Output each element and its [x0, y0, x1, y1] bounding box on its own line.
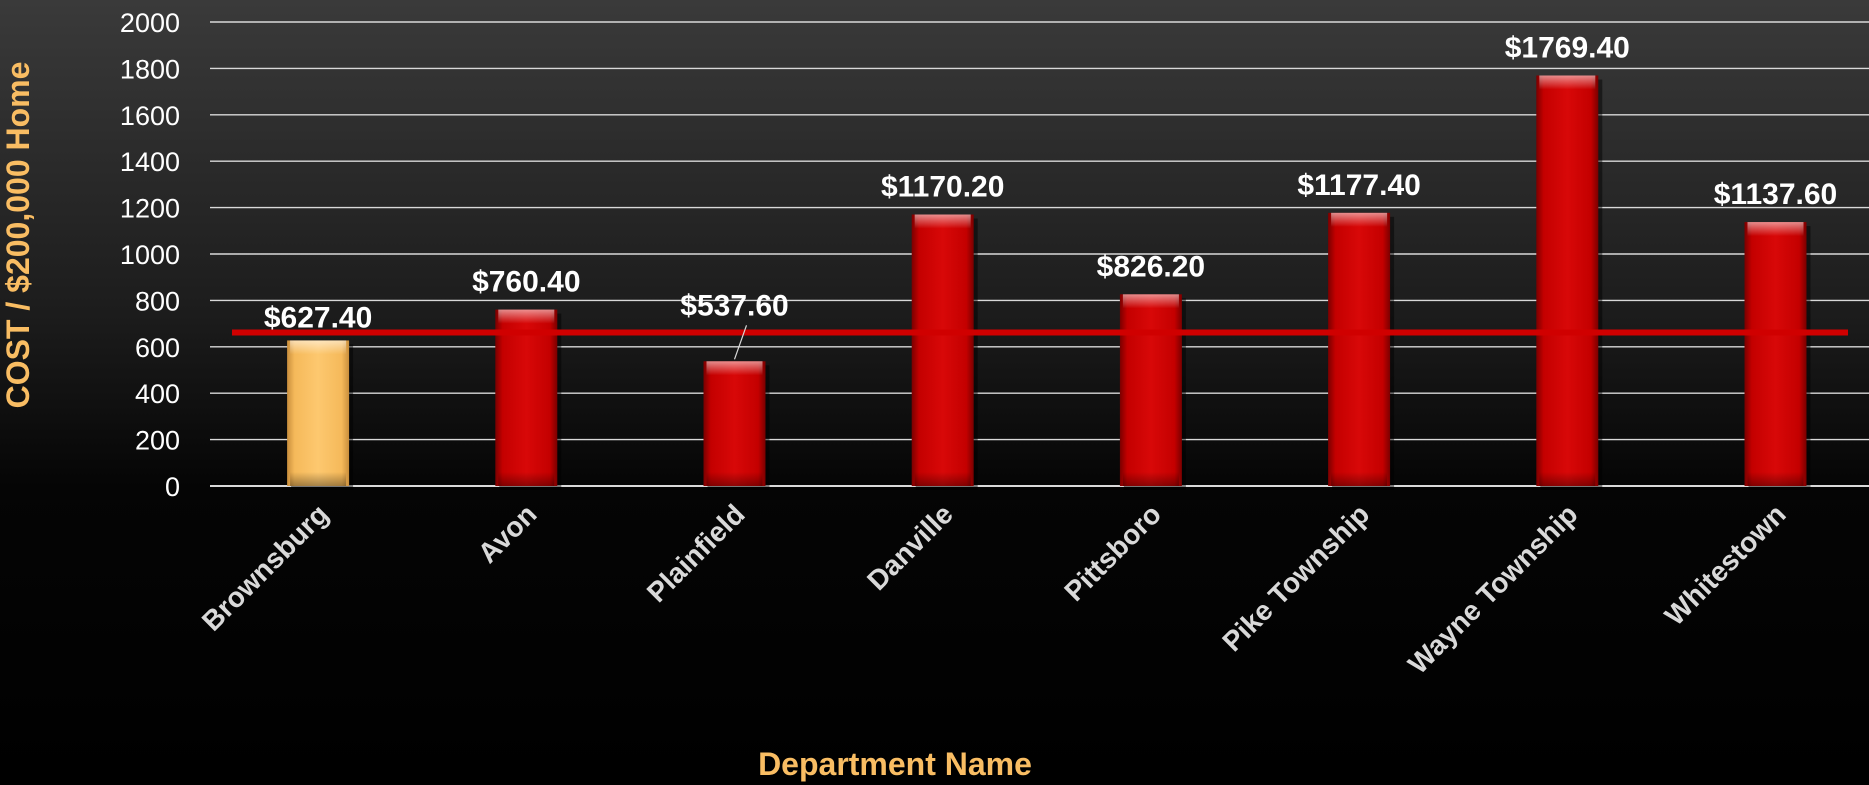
y-tick-label: 1000 [120, 240, 180, 270]
bar-danville [911, 214, 978, 490]
bar-whitestown [1744, 222, 1811, 491]
bar [1744, 222, 1807, 487]
x-tick-label: Brownsburg [196, 498, 335, 637]
data-label: $826.20 [1097, 250, 1205, 283]
bar [703, 361, 766, 486]
data-labels: $627.40 $760.40 $537.60 $1170.20 $826.20 $117… [264, 31, 1837, 360]
bar-bevel-top [914, 214, 971, 229]
bar-wayne-township [1536, 75, 1603, 490]
bar-pike-township [1328, 212, 1395, 490]
bar-bevel-top [290, 340, 347, 355]
x-axis-title: Department Name [758, 746, 1032, 782]
bar-avon [495, 309, 562, 490]
data-label: $627.40 [264, 301, 372, 334]
bar-bevel-bottom [914, 472, 971, 486]
y-tick-label: 200 [135, 426, 180, 456]
y-axis-ticks: 0 200 400 600 800 1000 1200 1400 1600 1800 2000 [120, 8, 180, 502]
bar-pittsboro [1119, 294, 1186, 490]
x-tick-label: Pike Township [1216, 498, 1375, 657]
y-tick-label: 0 [165, 472, 180, 502]
bar-bevel-top [706, 361, 763, 376]
x-tick-label: Danville [861, 498, 959, 596]
bar-bevel-bottom [1122, 472, 1179, 486]
x-tick-label: Whitestown [1659, 498, 1792, 631]
bar-bevel-bottom [1747, 472, 1804, 486]
y-tick-label: 1800 [120, 54, 180, 84]
label-leader-line [733, 325, 748, 360]
bar-bevel-bottom [498, 472, 555, 486]
y-tick-label: 2000 [120, 8, 180, 38]
y-axis-title: COST / $200,000 Home [0, 62, 36, 409]
y-tick-label: 400 [135, 379, 180, 409]
y-tick-label: 600 [135, 333, 180, 363]
y-tick-label: 1600 [120, 101, 180, 131]
bar [287, 340, 350, 486]
bar-bevel-bottom [1539, 472, 1596, 486]
bar [1119, 294, 1182, 486]
data-label: $760.40 [472, 266, 580, 299]
data-label: $1769.40 [1505, 31, 1630, 64]
bar [1328, 212, 1391, 486]
x-tick-label: Pittsboro [1058, 498, 1167, 607]
y-tick-label: 800 [135, 286, 180, 316]
data-label: $537.60 [680, 289, 788, 322]
x-tick-label: Avon [472, 498, 543, 569]
bar-bevel-bottom [706, 472, 763, 486]
bar-bevel-top [1539, 75, 1596, 90]
bar-brownsburg [287, 340, 354, 490]
bar-bevel-bottom [1331, 472, 1388, 486]
bar-bevel-top [498, 309, 555, 324]
bar [1536, 75, 1599, 486]
y-tick-label: 1200 [120, 194, 180, 224]
bar-bevel-top [1122, 294, 1179, 309]
data-label: $1170.20 [881, 171, 1004, 204]
bar-plainfield [703, 361, 770, 490]
data-label: $1137.60 [1714, 178, 1837, 211]
y-tick-label: 1400 [120, 147, 180, 177]
data-label: $1177.40 [1297, 169, 1420, 202]
gridlines [210, 21, 1869, 487]
bar [911, 214, 974, 486]
x-tick-label: Wayne Township [1402, 498, 1583, 679]
x-axis-categories: Brownsburg Avon Plainfield Danville Pittsbor… [196, 498, 1792, 679]
bar-bevel-top [1331, 212, 1388, 227]
bar [495, 309, 558, 486]
bar-bevel-top [1747, 222, 1804, 237]
bar-bevel-bottom [290, 472, 347, 486]
x-tick-label: Plainfield [641, 498, 751, 608]
